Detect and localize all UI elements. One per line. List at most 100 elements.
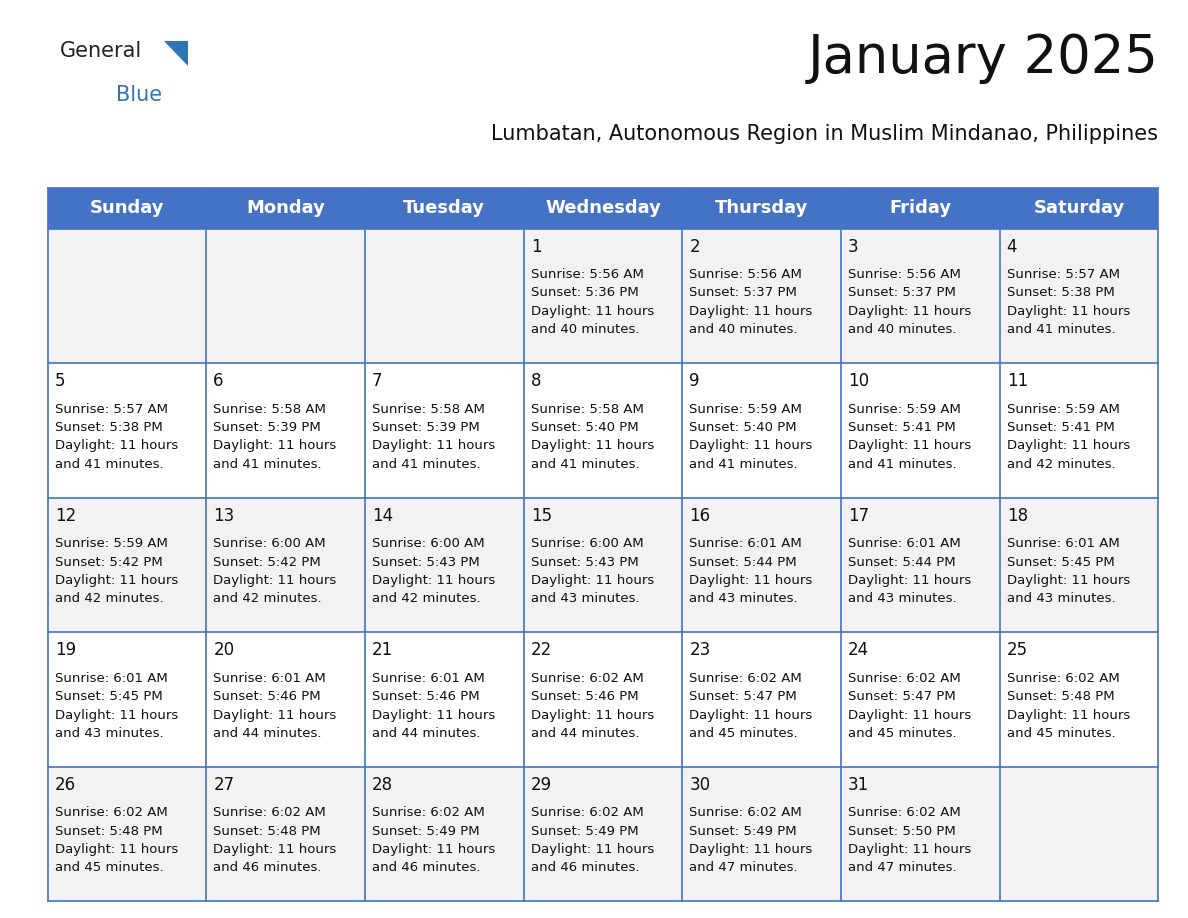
Text: and 44 minutes.: and 44 minutes. bbox=[372, 727, 480, 740]
Text: and 42 minutes.: and 42 minutes. bbox=[372, 592, 481, 605]
Text: Sunrise: 5:58 AM: Sunrise: 5:58 AM bbox=[372, 403, 485, 416]
Text: Daylight: 11 hours: Daylight: 11 hours bbox=[55, 709, 178, 722]
Text: Daylight: 11 hours: Daylight: 11 hours bbox=[689, 574, 813, 587]
Text: 5: 5 bbox=[55, 373, 65, 390]
Text: Wednesday: Wednesday bbox=[545, 199, 661, 218]
Polygon shape bbox=[164, 41, 188, 66]
Bar bbox=[682, 498, 841, 633]
Text: and 47 minutes.: and 47 minutes. bbox=[689, 861, 798, 875]
Text: Sunrise: 5:59 AM: Sunrise: 5:59 AM bbox=[848, 403, 961, 416]
Text: Daylight: 11 hours: Daylight: 11 hours bbox=[1006, 574, 1130, 587]
Text: Tuesday: Tuesday bbox=[403, 199, 485, 218]
Text: Daylight: 11 hours: Daylight: 11 hours bbox=[531, 709, 653, 722]
Bar bbox=[999, 364, 1158, 498]
Text: and 47 minutes.: and 47 minutes. bbox=[848, 861, 956, 875]
Text: Sunset: 5:46 PM: Sunset: 5:46 PM bbox=[214, 690, 321, 703]
Text: Daylight: 11 hours: Daylight: 11 hours bbox=[1006, 440, 1130, 453]
Text: 16: 16 bbox=[689, 507, 710, 525]
Text: 18: 18 bbox=[1006, 507, 1028, 525]
Text: 23: 23 bbox=[689, 642, 710, 659]
Text: and 41 minutes.: and 41 minutes. bbox=[531, 458, 639, 471]
Bar bbox=[207, 364, 365, 498]
Text: Sunrise: 6:01 AM: Sunrise: 6:01 AM bbox=[372, 672, 485, 685]
Text: 15: 15 bbox=[531, 507, 551, 525]
Text: Sunset: 5:48 PM: Sunset: 5:48 PM bbox=[214, 824, 321, 838]
Text: Daylight: 11 hours: Daylight: 11 hours bbox=[848, 574, 972, 587]
Text: Sunset: 5:37 PM: Sunset: 5:37 PM bbox=[848, 286, 956, 299]
Text: Sunrise: 5:59 AM: Sunrise: 5:59 AM bbox=[55, 537, 168, 550]
Text: and 41 minutes.: and 41 minutes. bbox=[372, 458, 481, 471]
Text: and 42 minutes.: and 42 minutes. bbox=[214, 592, 322, 605]
Text: Daylight: 11 hours: Daylight: 11 hours bbox=[1006, 709, 1130, 722]
Text: Sunrise: 6:01 AM: Sunrise: 6:01 AM bbox=[214, 672, 326, 685]
Text: 10: 10 bbox=[848, 373, 870, 390]
Text: 21: 21 bbox=[372, 642, 393, 659]
Text: Sunrise: 5:56 AM: Sunrise: 5:56 AM bbox=[531, 268, 644, 281]
Text: and 46 minutes.: and 46 minutes. bbox=[214, 861, 322, 875]
Text: Sunset: 5:49 PM: Sunset: 5:49 PM bbox=[372, 824, 480, 838]
Text: Daylight: 11 hours: Daylight: 11 hours bbox=[531, 843, 653, 856]
Text: 31: 31 bbox=[848, 776, 870, 794]
Bar bbox=[682, 364, 841, 498]
Bar bbox=[207, 188, 365, 229]
Text: and 43 minutes.: and 43 minutes. bbox=[531, 592, 639, 605]
Bar bbox=[365, 767, 524, 901]
Text: 2: 2 bbox=[689, 238, 700, 256]
Text: Sunrise: 5:56 AM: Sunrise: 5:56 AM bbox=[689, 268, 802, 281]
Text: Daylight: 11 hours: Daylight: 11 hours bbox=[372, 843, 495, 856]
Bar bbox=[48, 188, 207, 229]
Text: 4: 4 bbox=[1006, 238, 1017, 256]
Text: and 45 minutes.: and 45 minutes. bbox=[1006, 727, 1116, 740]
Bar bbox=[48, 364, 207, 498]
Text: Sunset: 5:37 PM: Sunset: 5:37 PM bbox=[689, 286, 797, 299]
Text: and 40 minutes.: and 40 minutes. bbox=[689, 323, 798, 336]
Text: 7: 7 bbox=[372, 373, 383, 390]
Text: Sunrise: 6:02 AM: Sunrise: 6:02 AM bbox=[531, 672, 644, 685]
Text: and 40 minutes.: and 40 minutes. bbox=[848, 323, 956, 336]
Bar bbox=[999, 633, 1158, 767]
Text: 1: 1 bbox=[531, 238, 542, 256]
Text: Sunset: 5:38 PM: Sunset: 5:38 PM bbox=[1006, 286, 1114, 299]
Text: Sunset: 5:43 PM: Sunset: 5:43 PM bbox=[372, 555, 480, 568]
Text: Daylight: 11 hours: Daylight: 11 hours bbox=[372, 440, 495, 453]
Text: and 46 minutes.: and 46 minutes. bbox=[372, 861, 480, 875]
Text: Sunset: 5:50 PM: Sunset: 5:50 PM bbox=[848, 824, 956, 838]
Text: Sunset: 5:38 PM: Sunset: 5:38 PM bbox=[55, 421, 163, 434]
Text: Sunrise: 6:01 AM: Sunrise: 6:01 AM bbox=[1006, 537, 1119, 550]
Text: Daylight: 11 hours: Daylight: 11 hours bbox=[689, 843, 813, 856]
Text: and 41 minutes.: and 41 minutes. bbox=[848, 458, 956, 471]
Text: 24: 24 bbox=[848, 642, 870, 659]
Text: Sunrise: 5:59 AM: Sunrise: 5:59 AM bbox=[689, 403, 802, 416]
Text: Daylight: 11 hours: Daylight: 11 hours bbox=[689, 305, 813, 318]
Bar bbox=[524, 767, 682, 901]
Text: and 45 minutes.: and 45 minutes. bbox=[55, 861, 163, 875]
Text: and 41 minutes.: and 41 minutes. bbox=[214, 458, 322, 471]
Text: Sunrise: 6:01 AM: Sunrise: 6:01 AM bbox=[848, 537, 961, 550]
Bar bbox=[48, 767, 207, 901]
Text: Daylight: 11 hours: Daylight: 11 hours bbox=[531, 440, 653, 453]
Text: 9: 9 bbox=[689, 373, 700, 390]
Text: Sunrise: 5:59 AM: Sunrise: 5:59 AM bbox=[1006, 403, 1119, 416]
Text: Monday: Monday bbox=[246, 199, 326, 218]
Text: Sunset: 5:42 PM: Sunset: 5:42 PM bbox=[214, 555, 321, 568]
Bar bbox=[207, 498, 365, 633]
Text: Daylight: 11 hours: Daylight: 11 hours bbox=[55, 574, 178, 587]
Text: 30: 30 bbox=[689, 776, 710, 794]
Text: Sunrise: 6:00 AM: Sunrise: 6:00 AM bbox=[214, 537, 326, 550]
Text: Sunrise: 6:00 AM: Sunrise: 6:00 AM bbox=[372, 537, 485, 550]
Text: and 43 minutes.: and 43 minutes. bbox=[689, 592, 798, 605]
Text: and 43 minutes.: and 43 minutes. bbox=[55, 727, 163, 740]
Text: Daylight: 11 hours: Daylight: 11 hours bbox=[214, 843, 336, 856]
Text: 13: 13 bbox=[214, 507, 234, 525]
Text: 14: 14 bbox=[372, 507, 393, 525]
Text: Sunset: 5:45 PM: Sunset: 5:45 PM bbox=[1006, 555, 1114, 568]
Text: Lumbatan, Autonomous Region in Muslim Mindanao, Philippines: Lumbatan, Autonomous Region in Muslim Mi… bbox=[492, 124, 1158, 144]
Bar bbox=[524, 633, 682, 767]
Bar bbox=[999, 767, 1158, 901]
Bar bbox=[999, 498, 1158, 633]
Bar bbox=[841, 498, 999, 633]
Bar bbox=[365, 229, 524, 364]
Bar bbox=[207, 229, 365, 364]
Text: Daylight: 11 hours: Daylight: 11 hours bbox=[848, 305, 972, 318]
Text: Sunrise: 6:02 AM: Sunrise: 6:02 AM bbox=[214, 806, 326, 820]
